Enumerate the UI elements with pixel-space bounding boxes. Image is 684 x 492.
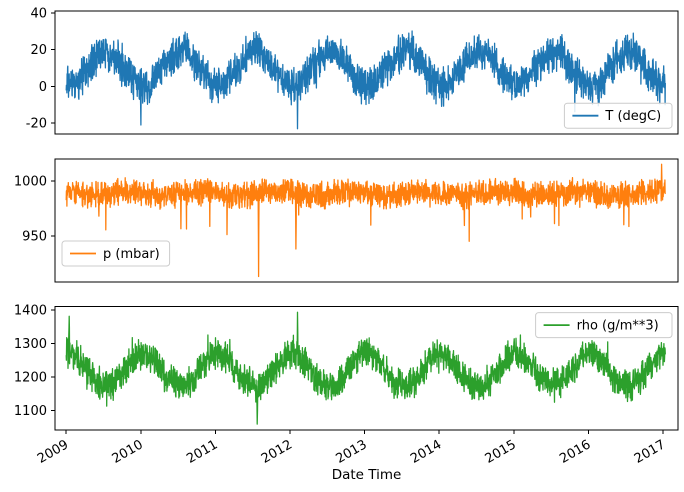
legend-temperature: T (degC) [563, 102, 673, 129]
x-tick-label: 2009 [35, 437, 71, 467]
legend-label: T (degC) [604, 109, 661, 124]
legend-frame [535, 312, 673, 339]
y-tick-label: 1400 [14, 303, 47, 318]
legend-frame [563, 102, 673, 129]
x-tick-label: 2016 [557, 437, 593, 467]
density-series-line [65, 311, 666, 425]
y-tick-label: 1200 [14, 371, 47, 386]
axes-pressure: 950 1000 p (mbar) [14, 158, 679, 283]
temperature-series-line [65, 30, 666, 130]
y-tick-label: 1100 [14, 404, 47, 419]
x-tick-label: 2014 [408, 437, 444, 467]
y-tick-label: 950 [22, 229, 47, 244]
axes-temperature: -20 0 20 40 T (degC) [26, 6, 679, 135]
x-tick-label: 2012 [259, 437, 295, 467]
legend-pressure: p (mbar) [61, 240, 171, 267]
y-tick-label: 1000 [14, 174, 47, 189]
x-axis-label: Date Time [331, 467, 402, 483]
legend-label: rho (g/m**3) [577, 319, 659, 334]
legend-density: rho (g/m**3) [535, 312, 673, 339]
x-tick-label: 2013 [333, 437, 369, 467]
x-tick-label: 2011 [184, 437, 220, 467]
x-tick-label: 2010 [110, 437, 146, 467]
axes-temperature-frame [54, 10, 679, 135]
y-tick-label: -20 [26, 117, 47, 132]
legend-frame [61, 240, 171, 267]
pressure-series-line [65, 163, 666, 278]
y-tick-label: 1300 [14, 337, 47, 352]
legend-label: p (mbar) [103, 247, 160, 262]
y-tick-label: 40 [30, 6, 47, 21]
x-tick-label: 2015 [483, 437, 519, 467]
x-tick-label: 2017 [632, 437, 668, 467]
axes-density-frame [54, 306, 679, 431]
axes-pressure-frame [54, 158, 679, 283]
y-tick-label: 20 [30, 43, 47, 58]
axes-density: 1100 1200 1300 1400 2009 2010 2011 2012 2013 2014… [14, 303, 679, 467]
y-tick-label: 0 [39, 80, 47, 95]
